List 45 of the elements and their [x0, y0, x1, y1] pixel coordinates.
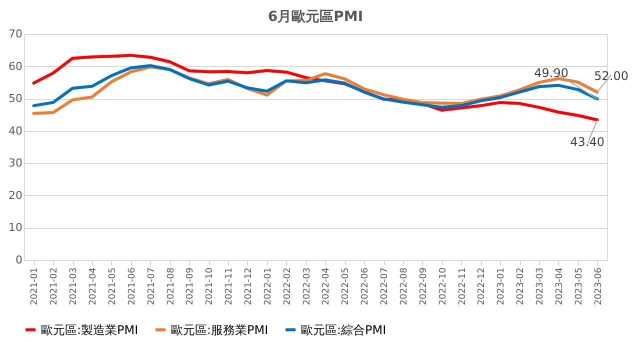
x-tick-label: 2021-02 [50, 268, 60, 306]
x-tick-label: 2022-07 [380, 268, 390, 306]
x-tick-label: 2022-12 [477, 268, 488, 306]
x-tick-label: 2021-03 [69, 268, 80, 306]
x-tick-label: 2023-06 [594, 267, 604, 306]
legend-label: 歐元區:製造業PMI [41, 322, 138, 337]
x-tick-label: 2022-10 [438, 267, 448, 306]
data-label: 49.90 [534, 66, 568, 80]
x-tick-label: 2022-04 [322, 267, 332, 306]
y-tick-label: 50 [8, 92, 22, 106]
legend-label: 歐元區:綜合PMI [301, 322, 386, 337]
x-tick-label: 2022-08 [399, 267, 410, 306]
y-tick-label: 40 [8, 124, 22, 138]
x-tick-label: 2021-10 [205, 267, 216, 306]
data-label: 43.40 [570, 134, 604, 149]
y-tick-label: 20 [8, 188, 22, 202]
x-tick-label: 2023-01 [496, 268, 507, 306]
x-tick-label: 2023-03 [535, 268, 546, 306]
x-tick-label: 2021-07 [146, 268, 157, 306]
x-tick-label: 2023-05 [574, 268, 584, 306]
x-tick-label: 2022-06 [360, 267, 371, 306]
x-tick-label: 2021-12 [244, 268, 254, 306]
y-tick-label: 0 [16, 254, 22, 266]
x-tick-label: 2023-04 [554, 267, 565, 306]
x-tick-label: 2021-08 [166, 267, 176, 306]
data-label: 52.00 [594, 69, 628, 84]
y-tick-label: 10 [8, 221, 22, 234]
y-tick-label: 70 [8, 28, 22, 40]
x-tick-label: 2021-04 [88, 267, 99, 306]
x-tick-label: 2022-03 [302, 268, 312, 306]
y-tick-label: 60 [8, 60, 22, 73]
legend-label: 歐元區:服務業PMI [171, 322, 268, 337]
x-tick-label: 2021-09 [186, 267, 196, 306]
x-tick-label: 2023-02 [516, 268, 526, 306]
x-tick-label: 2022-01 [263, 268, 274, 306]
x-tick-label: 2021-05 [108, 268, 118, 306]
x-tick-label: 2021-11 [224, 268, 235, 306]
x-tick-label: 2022-11 [458, 268, 468, 306]
x-tick-label: 2022-05 [341, 268, 352, 306]
x-tick-label: 2021-01 [30, 268, 40, 306]
x-tick-label: 2022-02 [282, 268, 293, 306]
chart-title: 6月歐元區PMI [268, 9, 364, 25]
x-tick-label: 2022-09 [418, 267, 429, 306]
x-tick-label: 2021-06 [127, 267, 138, 306]
y-tick-label: 30 [8, 156, 22, 170]
